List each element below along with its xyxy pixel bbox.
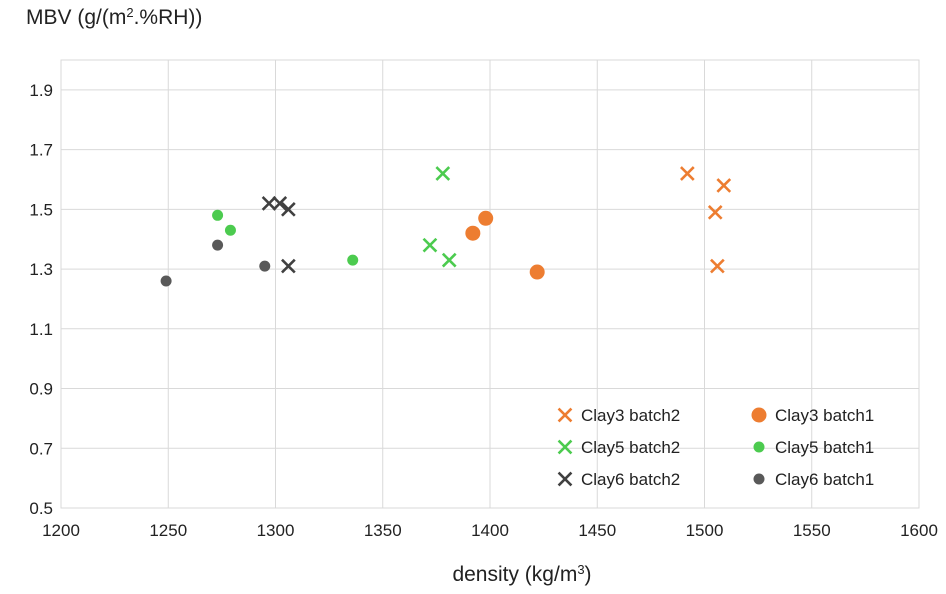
x-tick-label: 1500 <box>686 521 724 540</box>
data-point <box>680 166 695 181</box>
data-point <box>710 258 725 274</box>
legend-label: Clay6 batch2 <box>581 470 680 489</box>
legend-label: Clay3 batch2 <box>581 406 680 425</box>
data-point <box>160 275 172 287</box>
x-tick-label: 1200 <box>42 521 80 540</box>
y-tick-label: 1.3 <box>29 260 53 279</box>
y-tick-label: 1.5 <box>29 200 53 219</box>
data-point <box>465 225 481 241</box>
y-axis-title: MBV (g/(m2.%RH)) <box>26 5 203 29</box>
data-point <box>224 224 236 236</box>
y-tick-label: 0.7 <box>29 439 53 458</box>
y-tick-label: 1.1 <box>29 320 53 339</box>
data-point <box>272 196 288 211</box>
legend-label: Clay5 batch2 <box>581 438 680 457</box>
data-point <box>435 166 451 181</box>
data-point <box>261 196 277 211</box>
y-tick-labels: 0.5 0.7 0.9 1.1 1.3 1.5 1.7 1.9 <box>29 81 53 518</box>
x-axis-title: density (kg/m3) <box>452 562 592 586</box>
x-tick-label: 1300 <box>257 521 295 540</box>
data-point <box>281 201 296 217</box>
legend-marker <box>751 407 767 423</box>
x-tick-label: 1550 <box>793 521 831 540</box>
y-tick-label: 1.9 <box>29 81 53 100</box>
data-point <box>716 178 732 193</box>
data-point <box>529 264 545 280</box>
data-point <box>347 254 359 266</box>
legend-label: Clay5 batch1 <box>775 438 874 457</box>
legend-marker <box>557 439 573 455</box>
data-point <box>212 209 224 221</box>
legend-label: Clay3 batch1 <box>775 406 874 425</box>
x-tick-label: 1350 <box>364 521 402 540</box>
x-tick-labels: 1200 1250 1300 1350 1400 1450 1500 1550 1600 <box>42 521 938 540</box>
data-point <box>259 260 271 272</box>
data-point <box>212 239 224 251</box>
x-tick-label: 1600 <box>900 521 938 540</box>
x-tick-label: 1250 <box>149 521 187 540</box>
y-tick-label: 0.9 <box>29 380 53 399</box>
x-tick-label: 1450 <box>578 521 616 540</box>
legend-marker <box>753 441 765 453</box>
data-point <box>281 258 296 274</box>
legend-marker <box>753 473 765 485</box>
data-point <box>478 210 494 226</box>
x-tick-label: 1400 <box>471 521 509 540</box>
data-point <box>441 252 457 268</box>
data-point <box>422 237 438 253</box>
y-tick-label: 1.7 <box>29 141 53 160</box>
y-tick-label: 0.5 <box>29 499 53 518</box>
legend-label: Clay6 batch1 <box>775 470 874 489</box>
gridlines <box>60 59 920 509</box>
legend-marker <box>557 471 573 487</box>
data-point <box>707 204 723 220</box>
data-points <box>160 166 732 287</box>
legend: Clay3 batch2 Clay3 batch1 Clay5 batch2 Clay… <box>557 406 874 489</box>
legend-marker <box>557 407 573 423</box>
